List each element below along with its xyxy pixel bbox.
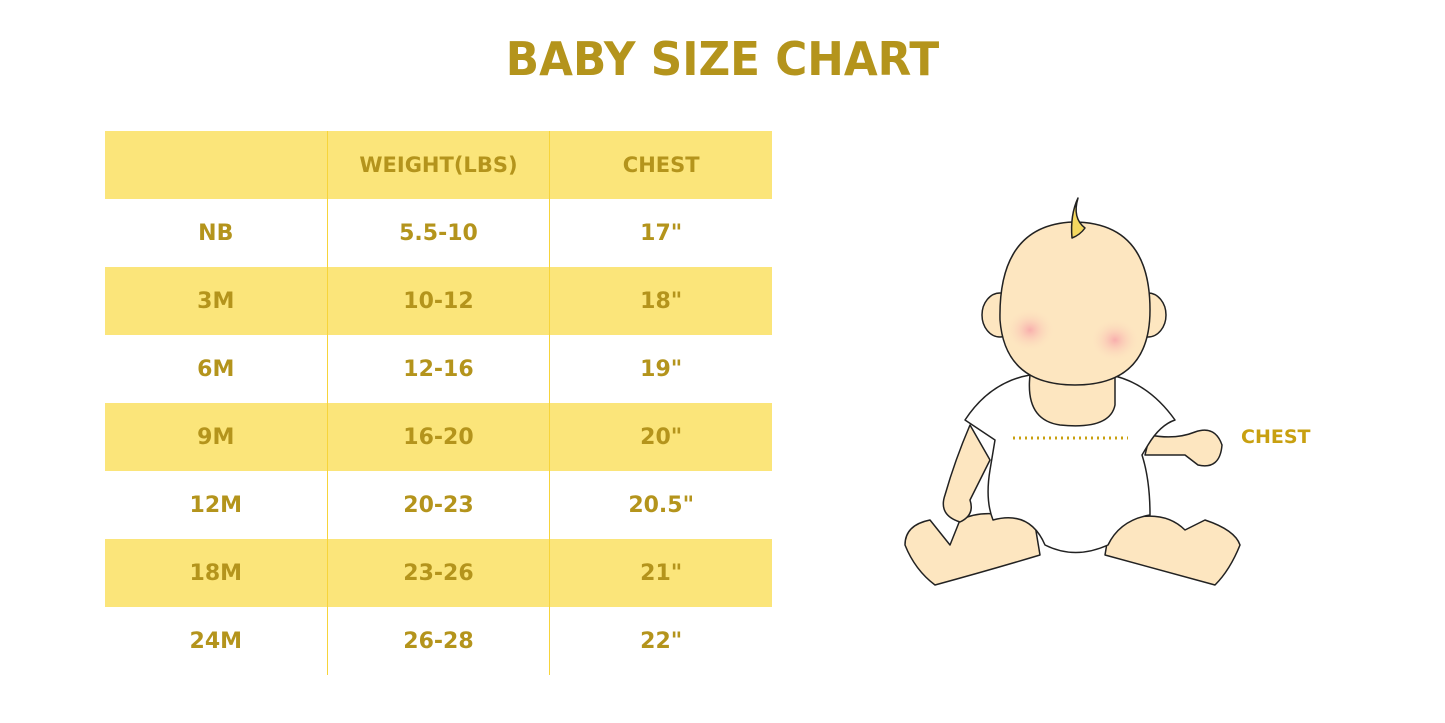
chest-cell: 17" xyxy=(549,199,772,267)
baby-neck xyxy=(1028,374,1116,427)
size-cell: 9M xyxy=(105,403,328,471)
header-chest: CHEST xyxy=(549,131,772,199)
size-table: WEIGHT(LBS) CHEST NB 5.5-10 17" 3M 10-12 18"… xyxy=(105,131,772,675)
table-row: 18M 23-26 21" xyxy=(105,539,772,607)
size-cell: 24M xyxy=(189,628,243,654)
chest-label: CHEST xyxy=(1241,426,1311,448)
table-header-row: WEIGHT(LBS) CHEST xyxy=(105,131,772,199)
left-cheek-blush xyxy=(1005,308,1055,352)
baby-left-arm xyxy=(942,424,991,523)
table-row: NB 5.5-10 17" xyxy=(105,199,772,267)
table-row: 9M 16-20 20" xyxy=(105,403,772,471)
size-cell: 3M xyxy=(105,267,328,335)
table-row: 12M 20-23 20.5" xyxy=(105,471,772,539)
baby-right-leg xyxy=(1104,515,1241,586)
weight-cell: 20-23 xyxy=(326,471,550,539)
table-row: 3M 10-12 18" xyxy=(105,267,772,335)
weight-cell: 16-20 xyxy=(326,403,550,471)
table-row: 24M 26-28 22" xyxy=(105,607,772,675)
weight-cell: 12-16 xyxy=(326,335,550,403)
right-cheek-blush xyxy=(1090,318,1140,362)
baby-left-leg xyxy=(904,512,1041,586)
page-title: BABY SIZE CHART xyxy=(505,32,940,86)
baby-right-arm xyxy=(1144,429,1223,467)
chest-cell: 21" xyxy=(549,539,772,607)
table-row: 6M 12-16 19" xyxy=(105,335,772,403)
baby-head xyxy=(999,221,1151,386)
baby-hair-curl xyxy=(1070,197,1086,239)
chest-cell: 20" xyxy=(549,403,772,471)
chest-cell: 20.5" xyxy=(549,471,772,539)
size-cell: NB xyxy=(198,220,234,246)
chest-cell: 22" xyxy=(549,607,772,675)
header-size xyxy=(105,131,328,199)
header-weight: WEIGHT(LBS) xyxy=(326,131,550,199)
size-cell: 18M xyxy=(105,539,328,607)
weight-cell: 23-26 xyxy=(326,539,550,607)
weight-cell: 5.5-10 xyxy=(326,199,550,267)
chest-cell: 19" xyxy=(549,335,772,403)
chest-cell: 18" xyxy=(549,267,772,335)
weight-cell: 10-12 xyxy=(326,267,550,335)
size-cell: 12M xyxy=(189,492,243,518)
baby-shirt xyxy=(964,374,1176,554)
weight-cell: 26-28 xyxy=(326,607,550,675)
size-cell: 6M xyxy=(197,356,235,382)
